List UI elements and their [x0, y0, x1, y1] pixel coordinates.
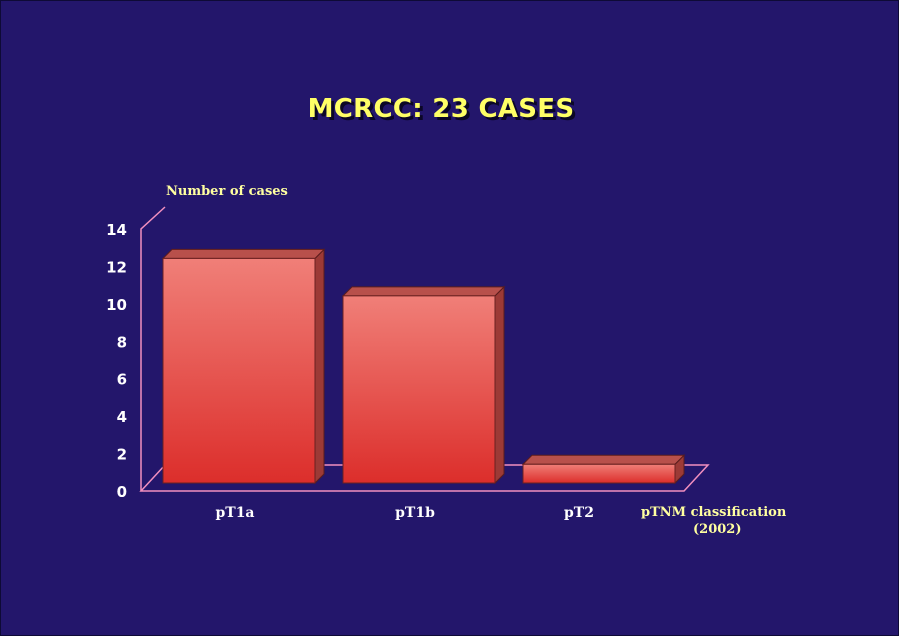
bar-front [162, 257, 316, 484]
bar-pT1b [341, 285, 506, 485]
x-axis-categories: pT1a pT1b pT2 [215, 505, 593, 521]
bar-front [522, 463, 676, 484]
y-axis-line [140, 206, 166, 491]
bar-top [341, 286, 506, 297]
x-axis-label: pTNM classification [641, 505, 787, 520]
x-axis-label-year: (2002) [693, 522, 741, 537]
bar-pT2 [521, 454, 686, 485]
bar-side [314, 248, 325, 485]
x-tick-label: pT1b [395, 505, 435, 521]
y-tick-label: 2 [117, 446, 127, 464]
y-tick-label: 10 [106, 296, 127, 314]
x-tick-label: pT1a [215, 505, 254, 521]
y-tick-label: 12 [106, 258, 127, 276]
bar-pT1a [161, 248, 326, 485]
bar-side [494, 285, 505, 485]
y-axis-ticks: 0 2 4 6 8 10 12 14 [106, 221, 127, 501]
axis-frame [139, 206, 710, 492]
y-tick-label: 8 [117, 333, 127, 351]
chart-title: MCRCC: 23 CASES [307, 94, 575, 124]
bar-front [342, 295, 496, 484]
bars [161, 248, 686, 485]
y-tick-label: 0 [117, 483, 127, 501]
y-tick-label: 6 [117, 371, 127, 389]
y-tick-label: 4 [117, 408, 127, 426]
bar-top [161, 248, 326, 259]
x-tick-label: pT2 [564, 505, 594, 521]
floor-outline [139, 464, 710, 492]
y-tick-label: 14 [106, 221, 127, 239]
y-axis-label: Number of cases [166, 184, 288, 199]
bar-top [521, 454, 686, 465]
